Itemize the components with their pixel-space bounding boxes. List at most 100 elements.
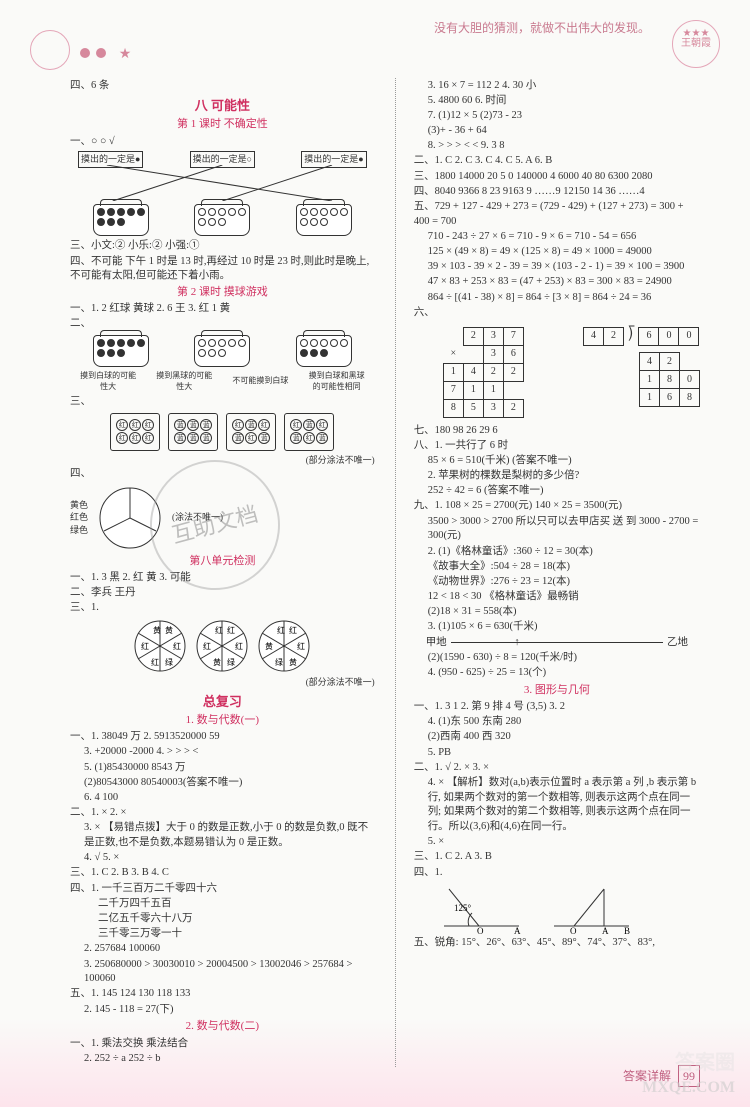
answer-line: 四、1. — [414, 866, 700, 881]
lesson-title: 第 2 课时 摸球游戏 — [70, 285, 375, 300]
svg-text:红: 红 — [297, 641, 305, 651]
matching-diagram: 摸出的一定是● 摸出的一定是○ 摸出的一定是● — [78, 151, 367, 201]
svg-text:黄: 黄 — [289, 657, 297, 667]
pie-label: 黄色 — [70, 499, 88, 512]
answer-line: 五、锐角: 15°、26°、63°、45°、89°、74°、37°、83°, — [414, 936, 700, 951]
color-box-icon: 蓝蓝蓝蓝蓝蓝 — [168, 413, 218, 451]
answer-line: 五、1. 145 124 130 118 133 — [70, 987, 375, 1002]
decorative-dots: ★ — [80, 45, 131, 65]
page-header: ★ 没有大胆的猜测，就做不出伟大的发现。 ★★★ 王朝霞 — [0, 0, 750, 70]
answer-line: (3)+ - 36 + 64 — [414, 124, 700, 139]
svg-text:黄: 黄 — [213, 657, 221, 667]
answer-line: 二亿五千零六十八万 — [70, 912, 375, 927]
lesson-title: 第 1 课时 不确定性 — [70, 117, 375, 132]
vertical-calc-row: 237 ×36 1422 711 8532 42 ⟌ 600 42 180 16… — [414, 325, 700, 420]
answer-line: 85 × 6 = 510(千米) (答案不唯一) — [414, 454, 700, 469]
pie-label: 绿色 — [70, 524, 88, 537]
answer-line: 3. +20000 -2000 4. > > > < — [70, 745, 375, 760]
ball-box-icon — [93, 204, 149, 236]
spinner-icon: 黄黄红红红绿 — [133, 619, 187, 673]
answer-line: 二千万四千五百 — [70, 897, 375, 912]
answer-line: 7. (1)12 × 5 (2)73 - 23 — [414, 109, 700, 124]
answer-line: 6. 4 100 — [70, 791, 375, 806]
answer-line: 2. 252 ÷ a 252 ÷ b — [70, 1052, 375, 1067]
answer-line: 《故事大全》:504 ÷ 28 = 18(本) — [414, 560, 700, 575]
color-box-icon: 红蓝红蓝红蓝 — [226, 413, 276, 451]
answer-line: 一、1. 乘法交换 乘法结合 — [70, 1037, 375, 1052]
rev-sub: 1. 数与代数(一) — [70, 713, 375, 728]
svg-text:红: 红 — [173, 641, 181, 651]
answer-line: 九、1. 108 × 25 = 2700(元) 140 × 25 = 3500(… — [414, 499, 700, 514]
answer-line: 2. (1)《格林童话》:360 ÷ 12 = 30(本) — [414, 545, 700, 560]
box-caption: 摸到白球和黑球的可能性相同 — [309, 370, 365, 392]
answer-line: 三千零三万零一十 — [70, 927, 375, 942]
answer-line: 4. √ 5. × — [70, 851, 375, 866]
answer-line: 七、180 98 26 29 6 — [414, 424, 700, 439]
rev-sub: 3. 图形与几何 — [414, 683, 700, 698]
box-caption: 摸到黑球的可能性大 — [156, 370, 212, 392]
answer-line: 5. 4800 60 6. 时间 — [414, 94, 700, 109]
answer-line: (2)80543000 80540003(答案不唯一) — [70, 776, 375, 791]
answer-line: 一、○ ○ √ — [70, 135, 375, 150]
svg-text:红: 红 — [151, 657, 159, 667]
svg-text:黄: 黄 — [265, 641, 273, 651]
logo-left-icon — [30, 30, 70, 70]
svg-text:红: 红 — [215, 625, 223, 635]
answer-line: 三、1. — [70, 601, 375, 616]
answer-line: (2)西南 400 西 320 — [414, 730, 700, 745]
answer-line: (2)(1590 - 630) ÷ 8 = 120(千米/时) — [414, 651, 700, 666]
answer-line: 39 × 103 - 39 × 2 - 39 = 39 × (103 - 2 -… — [414, 260, 700, 275]
svg-text:绿: 绿 — [275, 658, 283, 667]
spinner-icon: 红红红红黄绿 — [195, 619, 249, 673]
svg-text:O: O — [477, 926, 484, 936]
answer-line: 一、1. 3 1 2. 第 9 排 4 号 (3,5) 3. 2 — [414, 700, 700, 715]
svg-text:红: 红 — [235, 641, 243, 651]
ball-box-icon — [296, 204, 352, 236]
answer-line: 一、1. 38049 万 2. 5913520000 59 — [70, 730, 375, 745]
answer-line: 六、 — [414, 306, 700, 321]
answer-line: 2. 257684 100060 — [70, 942, 375, 957]
right-column: 3. 16 × 7 = 112 2 4. 30 小 5. 4800 60 6. … — [395, 78, 700, 1067]
answer-line: 3. (1)105 × 6 = 630(千米) — [414, 620, 700, 635]
multiplication-grid: 237 ×36 1422 711 8532 — [443, 327, 524, 418]
answer-line: 3. × 【易错点拨】大于 0 的数是正数,小于 0 的数是负数,0 既不是正数… — [70, 821, 375, 850]
division-grid: 42 ⟌ 600 42 180 168 — [583, 325, 700, 420]
color-box-icon: 红红红红红红 — [110, 413, 160, 451]
review-title: 总复习 — [70, 693, 375, 711]
svg-text:A: A — [514, 926, 521, 936]
answer-line: 864 ÷ [(41 - 38) × 8] = 864 ÷ [3 × 8] = … — [414, 291, 700, 306]
answer-line: 3. 16 × 7 = 112 2 4. 30 小 — [414, 79, 700, 94]
color-box-icon: 红蓝红蓝红蓝 — [284, 413, 334, 451]
svg-text:O: O — [570, 926, 577, 936]
point-label: 乙地 — [667, 636, 688, 651]
svg-text:绿: 绿 — [165, 658, 173, 667]
svg-text:黄: 黄 — [165, 625, 173, 635]
ball-box-row — [70, 335, 375, 367]
answer-line: 二、1. C 2. C 3. C 4. C 5. A 6. B — [414, 154, 700, 169]
distance-diagram: 甲地 ↑ 乙地 — [414, 636, 700, 651]
pie-label: 红色 — [70, 511, 88, 524]
svg-text:红: 红 — [203, 641, 211, 651]
answer-line: 8. > > > < < 9. 3 8 — [414, 139, 700, 154]
answer-line: 《动物世界》:276 ÷ 23 = 12(本) — [414, 575, 700, 590]
spinner-icon: 红红黄红绿黄 — [257, 619, 311, 673]
answer-line: 三、1. C 2. B 3. B 4. C — [70, 866, 375, 881]
watermark-text: MXQE.COM — [642, 1077, 735, 1099]
cross-lines-icon — [78, 165, 367, 201]
answer-line: 3. 250680000 > 30030010 > 20004500 > 130… — [70, 958, 375, 987]
ball-box-icon — [93, 335, 149, 367]
answer-line: 5. PB — [414, 746, 700, 761]
answer-line: 710 - 243 ÷ 27 × 6 = 710 - 9 × 6 = 710 -… — [414, 230, 700, 245]
svg-text:绿: 绿 — [227, 658, 235, 667]
box-caption-row: 摸到白球的可能性大 摸到黑球的可能性大 不可能摸到白球 摸到白球和黑球的可能性相… — [70, 370, 375, 392]
answer-line: (2)18 × 31 = 558(本) — [414, 605, 700, 620]
answer-line: 四、8040 9366 8 23 9163 9 ……9 12150 14 36 … — [414, 185, 700, 200]
answer-line: 47 × 83 + 253 × 83 = (47 + 253) × 83 = 3… — [414, 275, 700, 290]
ball-box-icon — [194, 335, 250, 367]
color-box-group: 红红红红红红 蓝蓝蓝蓝蓝蓝 红蓝红蓝红蓝 红蓝红蓝红蓝 — [70, 413, 375, 451]
answer-line: 四、6 条 — [70, 79, 375, 94]
answer-line: 三、1800 14000 20 5 0 140000 4 6000 40 80 … — [414, 170, 700, 185]
answer-line: 4. (950 - 625) ÷ 25 = 13(个) — [414, 666, 700, 681]
answer-line: 四、不可能 下午 1 时是 13 时,再经过 10 时是 23 时,则此时是晚上… — [70, 255, 375, 284]
answer-line: 四、1. 一千三百万二千零四十六 — [70, 882, 375, 897]
